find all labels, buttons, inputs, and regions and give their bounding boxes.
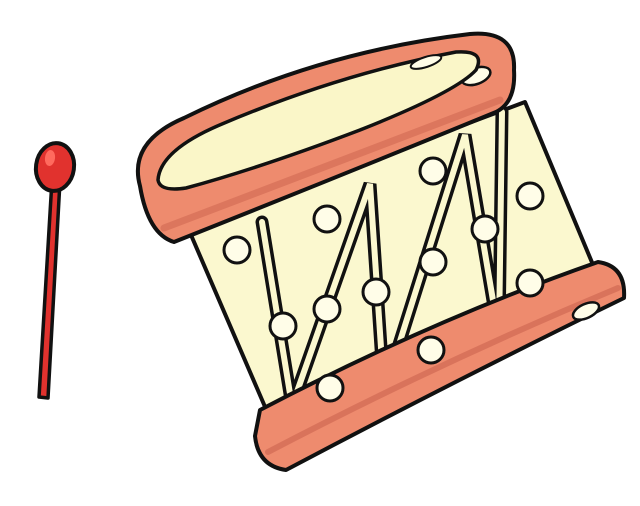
drumstick-shaft: [37, 178, 62, 400]
drum-tacks: [222, 156, 545, 403]
drumstick-tip: [33, 141, 77, 193]
drum: [135, 31, 627, 472]
drum-bottom-rim: [253, 260, 627, 472]
drumstick-tip-highlight: [44, 150, 56, 166]
drumstick: [33, 141, 77, 400]
drumhead: [156, 50, 481, 191]
drumhead-highlight: [409, 54, 443, 70]
